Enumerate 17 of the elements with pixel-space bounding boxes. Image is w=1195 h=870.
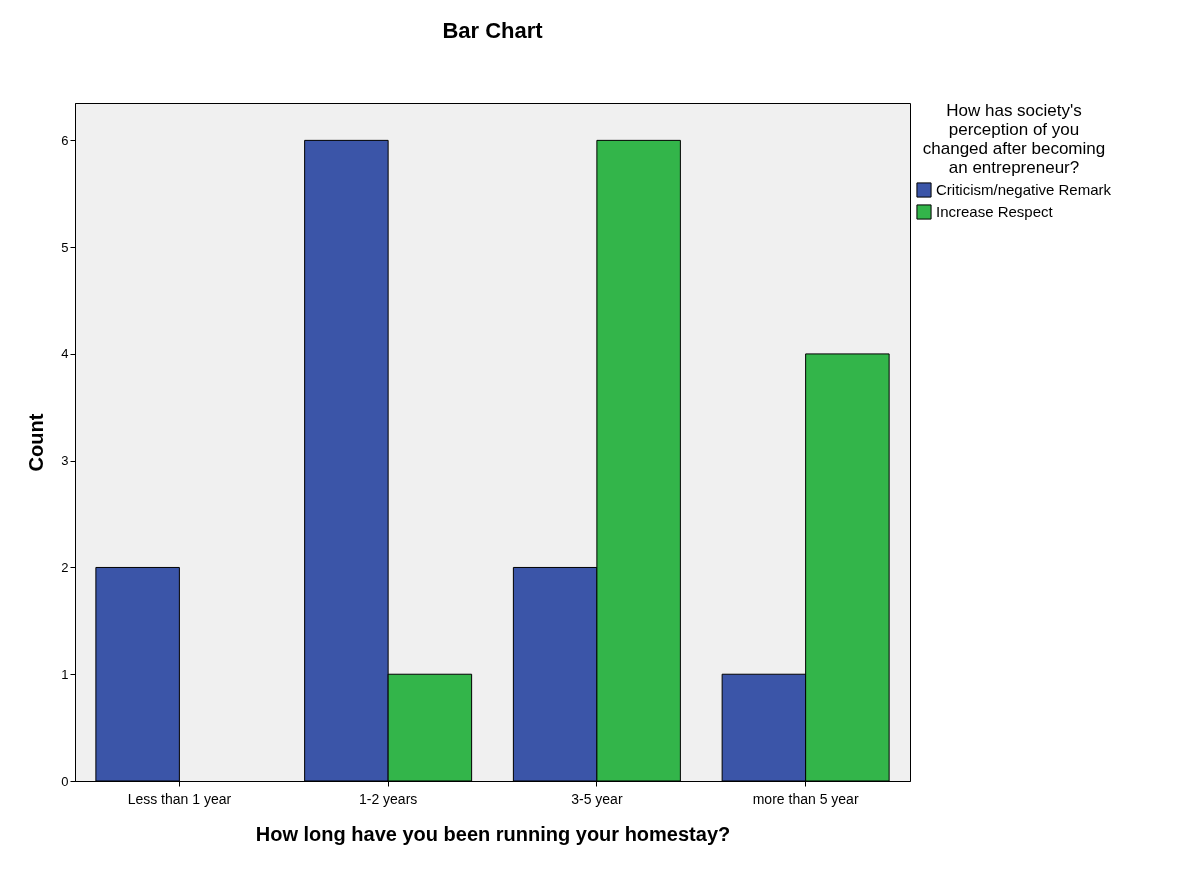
legend-label: Criticism/negative Remark (936, 181, 1112, 198)
x-tick-label: 3-5 year (571, 790, 623, 807)
x-axis-title: How long have you been running your homestay? (255, 822, 731, 845)
y-tick-label: 0 (61, 773, 69, 789)
y-tick-label: 2 (61, 559, 69, 575)
y-axis-title: Count (25, 413, 48, 472)
legend-label: Increase Respect (936, 203, 1054, 220)
y-tick-label: 6 (61, 132, 69, 148)
legend-title: How has society's perception of you changed after becoming an entrepreneur? (922, 101, 1106, 177)
y-tick-label: 5 (61, 239, 69, 255)
x-tick-label: 1-2 years (358, 790, 418, 807)
y-tick-label: 4 (61, 346, 69, 362)
x-tick-label: Less than 1 year (127, 790, 232, 807)
y-tick-label: 1 (61, 666, 69, 682)
chart-title: Bar Chart (442, 18, 544, 43)
x-tick-label: more than 5 year (752, 790, 859, 807)
y-tick-label: 3 (61, 453, 69, 469)
